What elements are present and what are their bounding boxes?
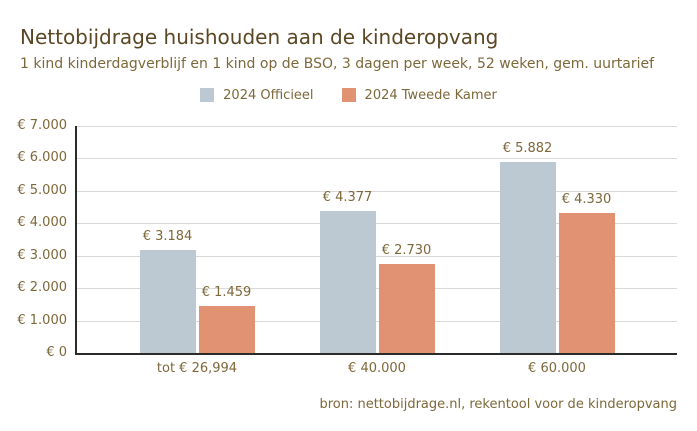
legend-label: 2024 Tweede Kamer	[364, 87, 497, 103]
y-tick-label: € 7.000	[17, 118, 67, 133]
plot-area: € 3.184 € 1.459 € 4.377 € 2.730 € 5.882 € 4.3…	[75, 126, 677, 355]
x-tick-label: € 60.000	[528, 361, 586, 376]
legend-item-0: 2024 Officieel	[200, 87, 314, 103]
gridline	[77, 158, 677, 160]
gridline	[77, 126, 677, 127]
bar-2024-officieel	[139, 249, 196, 353]
gridline	[77, 255, 677, 257]
gridline	[77, 223, 677, 225]
gridline	[77, 190, 677, 192]
legend-swatch-icon	[200, 88, 215, 102]
y-axis-labels: € 0 € 1.000 € 2.000 € 3.000 € 4.000 € 5.000 € …	[0, 118, 67, 360]
y-tick-label: € 2.000	[17, 280, 67, 296]
source-note: bron: nettobijdrage.nl, rekentool voor d…	[319, 397, 677, 412]
bar-value-label: € 1.459	[201, 284, 252, 300]
legend-item-1: 2024 Tweede Kamer	[341, 87, 497, 103]
legend-swatch-icon	[341, 88, 356, 102]
bar-value-label: € 2.730	[381, 243, 432, 259]
y-tick-label: € 3.000	[17, 247, 67, 263]
y-tick-label: € 4.000	[17, 215, 67, 231]
gridline	[77, 320, 677, 322]
gridline	[77, 288, 677, 290]
chart-title: Nettobijdrage huishouden aan de kinderop…	[20, 25, 499, 49]
bar-2024-tweede-kamer	[378, 264, 435, 353]
legend: 2024 Officieel 2024 Tweede Kamer	[0, 86, 697, 104]
bar-value-label: € 5.882	[502, 141, 553, 157]
y-tick-label: € 5.000	[17, 182, 67, 198]
y-tick-label: € 0	[46, 345, 67, 360]
y-tick-label: € 1.000	[17, 312, 67, 328]
legend-label: 2024 Officieel	[223, 87, 314, 103]
bar-value-label: € 4.330	[561, 191, 612, 207]
chart-subtitle: 1 kind kinderdagverblijf en 1 kind op de…	[20, 56, 655, 72]
bar-2024-officieel	[499, 162, 556, 353]
x-tick-label: tot € 26,994	[156, 361, 238, 376]
bar-2024-tweede-kamer	[558, 212, 615, 353]
x-axis-labels: tot € 26,994 € 40.000 € 60.000	[77, 361, 677, 377]
bar-value-label: € 4.377	[322, 190, 373, 206]
y-tick-label: € 6.000	[17, 150, 67, 166]
x-tick-label: € 40.000	[348, 361, 406, 376]
bar-2024-tweede-kamer	[198, 305, 255, 353]
bar-2024-officieel	[319, 211, 376, 353]
bar-value-label: € 3.184	[142, 228, 193, 244]
